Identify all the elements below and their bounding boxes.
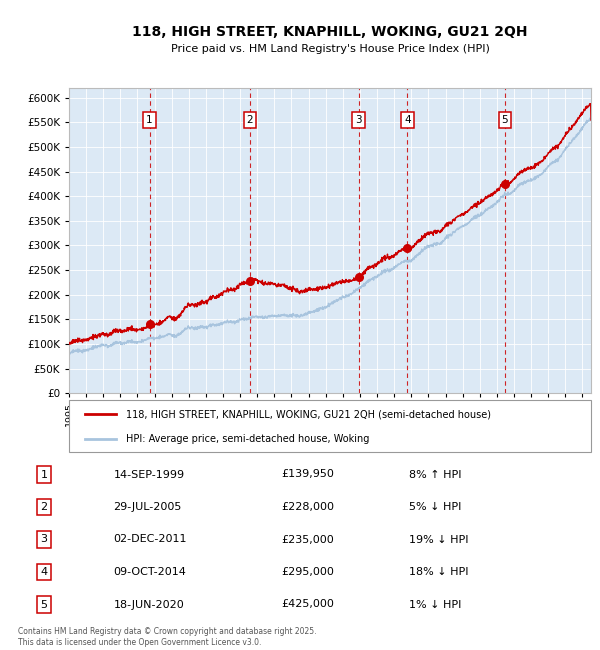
Text: 1: 1: [40, 469, 47, 480]
Text: 4: 4: [404, 115, 410, 125]
Text: 1: 1: [146, 115, 153, 125]
Text: 18% ↓ HPI: 18% ↓ HPI: [409, 567, 469, 577]
Text: 4: 4: [40, 567, 47, 577]
Text: 19% ↓ HPI: 19% ↓ HPI: [409, 534, 469, 545]
Text: £235,000: £235,000: [281, 534, 334, 545]
Text: 5: 5: [40, 599, 47, 610]
Text: 14-SEP-1999: 14-SEP-1999: [113, 469, 185, 480]
Text: 29-JUL-2005: 29-JUL-2005: [113, 502, 182, 512]
Text: 02-DEC-2011: 02-DEC-2011: [113, 534, 187, 545]
Text: 5: 5: [502, 115, 508, 125]
Text: 18-JUN-2020: 18-JUN-2020: [113, 599, 184, 610]
Text: £228,000: £228,000: [281, 502, 334, 512]
FancyBboxPatch shape: [69, 400, 591, 452]
Text: 118, HIGH STREET, KNAPHILL, WOKING, GU21 2QH: 118, HIGH STREET, KNAPHILL, WOKING, GU21…: [132, 25, 528, 40]
Text: 1% ↓ HPI: 1% ↓ HPI: [409, 599, 461, 610]
Text: 2: 2: [40, 502, 47, 512]
Text: 09-OCT-2014: 09-OCT-2014: [113, 567, 186, 577]
Text: 5% ↓ HPI: 5% ↓ HPI: [409, 502, 461, 512]
Text: £425,000: £425,000: [281, 599, 334, 610]
Text: 118, HIGH STREET, KNAPHILL, WOKING, GU21 2QH (semi-detached house): 118, HIGH STREET, KNAPHILL, WOKING, GU21…: [127, 410, 491, 419]
Text: 8% ↑ HPI: 8% ↑ HPI: [409, 469, 461, 480]
Text: £139,950: £139,950: [281, 469, 334, 480]
Text: HPI: Average price, semi-detached house, Woking: HPI: Average price, semi-detached house,…: [127, 434, 370, 444]
Text: 2: 2: [247, 115, 253, 125]
Text: £295,000: £295,000: [281, 567, 334, 577]
Text: Contains HM Land Registry data © Crown copyright and database right 2025.
This d: Contains HM Land Registry data © Crown c…: [18, 627, 317, 647]
Text: Price paid vs. HM Land Registry's House Price Index (HPI): Price paid vs. HM Land Registry's House …: [170, 44, 490, 54]
Text: 3: 3: [40, 534, 47, 545]
Text: 3: 3: [355, 115, 362, 125]
